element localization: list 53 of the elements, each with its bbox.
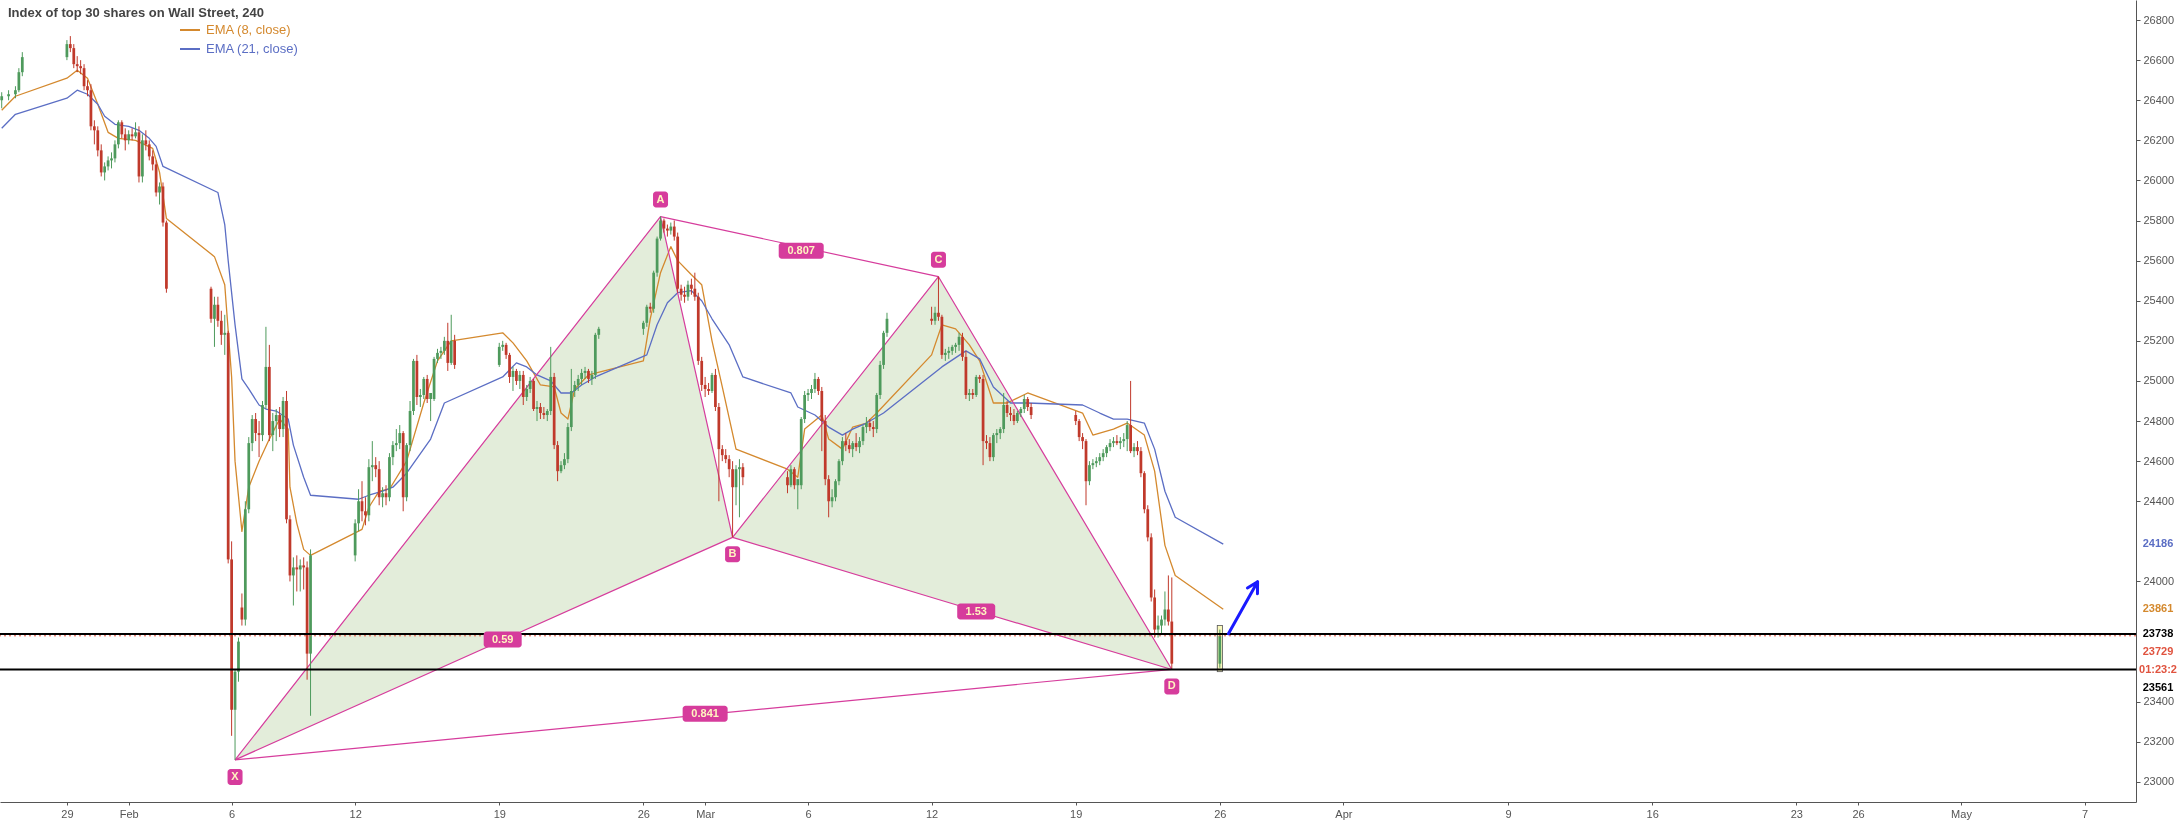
- x-tick-label: 26: [637, 807, 650, 820]
- text: 24186: [2142, 537, 2174, 550]
- x-tick-label: 29: [61, 807, 74, 820]
- ref-line-label: 23738: [2142, 626, 2174, 639]
- annotation: 0.59: [491, 632, 514, 645]
- y-tick-label: 25600: [2143, 254, 2175, 267]
- x-tick-label: 7: [2081, 807, 2089, 820]
- y-tick-label: 24000: [2143, 574, 2175, 587]
- y-tick-label: 26800: [2143, 13, 2175, 26]
- y-tick-label: 24400: [2143, 494, 2175, 507]
- y-tick-label: 26000: [2143, 173, 2175, 186]
- ref-line-label: 23561: [2142, 680, 2174, 693]
- x-tick-label: 26: [1852, 807, 1865, 820]
- x-tick-label: May: [1951, 807, 1973, 820]
- x-tick-label: 23: [1790, 807, 1803, 820]
- x-tick-label: 19: [493, 807, 506, 820]
- y-tick-label: 26600: [2143, 53, 2175, 66]
- y-tick-label: 23400: [2143, 695, 2175, 708]
- data-label: D: [1167, 679, 1176, 692]
- annotation: 0.807: [787, 243, 815, 256]
- x-tick-label: Feb: [119, 807, 139, 820]
- x-tick-label: 16: [1646, 807, 1659, 820]
- annotation: 1.53: [965, 604, 987, 617]
- y-tick-label: 26200: [2143, 133, 2175, 146]
- y-tick-label: 24800: [2143, 414, 2175, 427]
- y-tick-label: 26400: [2143, 93, 2175, 106]
- y-tick-label: 25200: [2143, 334, 2175, 347]
- y-tick-label: 25800: [2143, 214, 2175, 227]
- y-tick-label: 23200: [2143, 735, 2175, 748]
- annotation: 0.841: [691, 706, 719, 719]
- text: 23861: [2142, 602, 2174, 615]
- x-tick-label: Mar: [696, 807, 716, 820]
- data-label: C: [934, 252, 943, 265]
- x-tick-label: 9: [1505, 807, 1512, 820]
- data-label: A: [656, 192, 665, 205]
- x-tick-label: 12: [349, 807, 362, 820]
- legend-label: EMA (8, close): [206, 22, 291, 37]
- x-tick-label: 12: [925, 807, 939, 820]
- y-tick-label: 24600: [2143, 454, 2175, 467]
- legend-label: EMA (21, close): [206, 41, 298, 56]
- y-tick-label: 25000: [2143, 374, 2175, 387]
- x-tick-label: Apr: [1335, 807, 1353, 820]
- y-tick-label: 23000: [2143, 775, 2175, 788]
- x-tick-label: 19: [1070, 807, 1083, 820]
- ref-line-label: 23729: [2142, 644, 2174, 657]
- y-tick-label: 25400: [2143, 294, 2175, 307]
- data-label: X: [231, 769, 240, 782]
- x-tick-label: 6: [805, 807, 812, 820]
- x-tick-label: 26: [1214, 807, 1227, 820]
- x-tick-label: 6: [229, 807, 236, 820]
- chart-title: Index of top 30 shares on Wall Street, 240: [8, 5, 264, 20]
- text: 01:23:2: [2139, 662, 2177, 675]
- data-label: B: [728, 547, 737, 560]
